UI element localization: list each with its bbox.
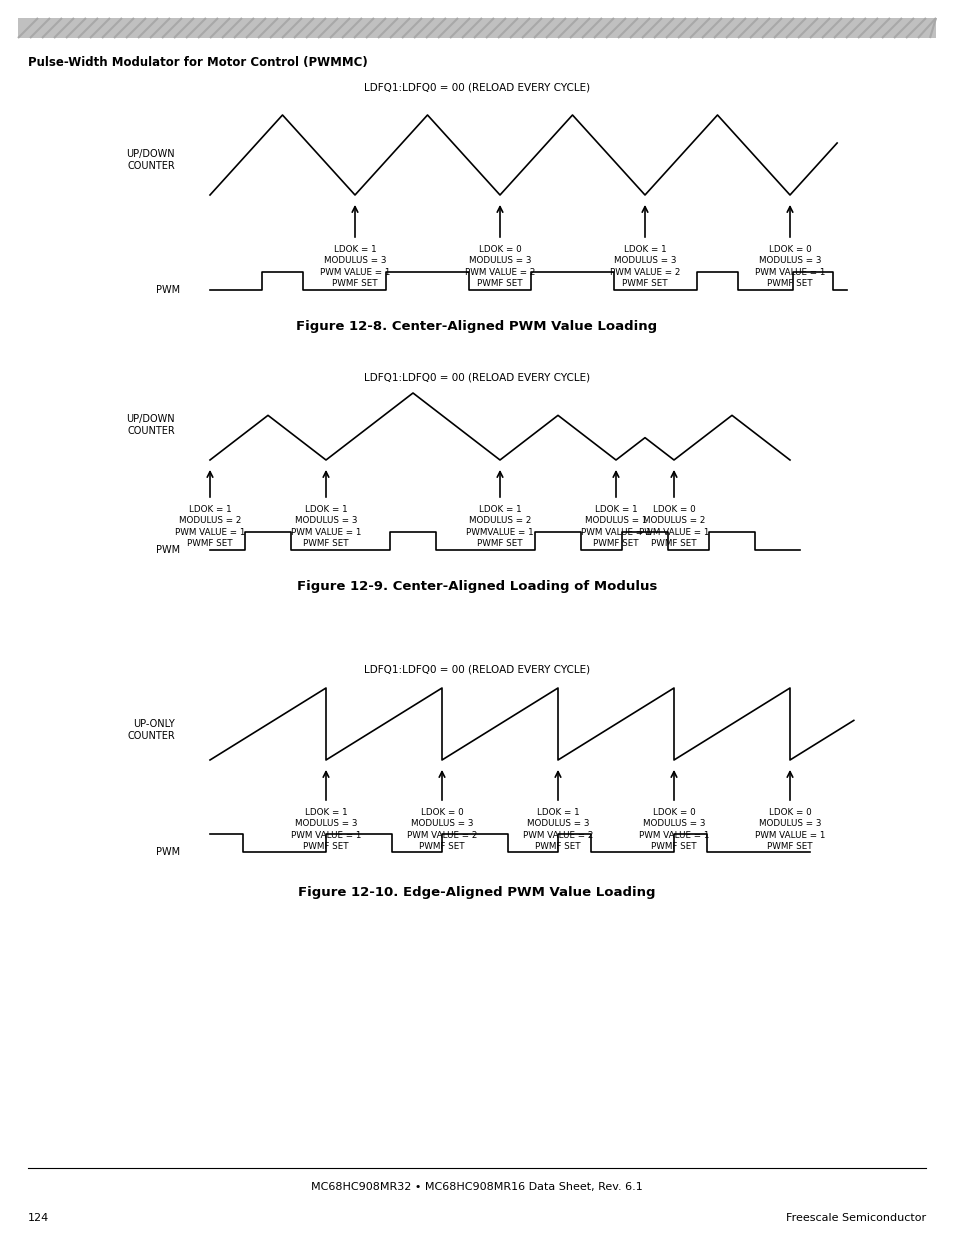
Text: LDOK = 0
MODULUS = 3
PWM VALUE = 1
PWMF SET: LDOK = 0 MODULUS = 3 PWM VALUE = 1 PWMF … xyxy=(754,245,824,288)
Text: LDFQ1:LDFQ0 = 00 (RELOAD EVERY CYCLE): LDFQ1:LDFQ0 = 00 (RELOAD EVERY CYCLE) xyxy=(363,82,590,91)
Text: UP/DOWN
COUNTER: UP/DOWN COUNTER xyxy=(126,414,174,436)
Text: LDOK = 1
MODULUS = 3
PWM VALUE = 2
PWMF SET: LDOK = 1 MODULUS = 3 PWM VALUE = 2 PWMF … xyxy=(522,808,593,851)
Text: LDOK = 1
MODULUS = 1
PWM VALUE = 1
PWMF SET: LDOK = 1 MODULUS = 1 PWM VALUE = 1 PWMF … xyxy=(580,505,651,548)
Text: LDOK = 1
MODULUS = 2
PWMVALUE = 1
PWMF SET: LDOK = 1 MODULUS = 2 PWMVALUE = 1 PWMF S… xyxy=(466,505,534,548)
Text: LDFQ1:LDFQ0 = 00 (RELOAD EVERY CYCLE): LDFQ1:LDFQ0 = 00 (RELOAD EVERY CYCLE) xyxy=(363,373,590,383)
Text: LDOK = 0
MODULUS = 3
PWM VALUE = 2
PWMF SET: LDOK = 0 MODULUS = 3 PWM VALUE = 2 PWMF … xyxy=(464,245,535,288)
Text: LDOK = 0
MODULUS = 3
PWM VALUE = 1
PWMF SET: LDOK = 0 MODULUS = 3 PWM VALUE = 1 PWMF … xyxy=(639,808,708,851)
Text: UP-ONLY
COUNTER: UP-ONLY COUNTER xyxy=(127,719,174,741)
Text: LDFQ1:LDFQ0 = 00 (RELOAD EVERY CYCLE): LDFQ1:LDFQ0 = 00 (RELOAD EVERY CYCLE) xyxy=(363,664,590,676)
Text: PWM: PWM xyxy=(155,545,180,555)
Text: Pulse-Width Modulator for Motor Control (PWMMC): Pulse-Width Modulator for Motor Control … xyxy=(28,56,367,69)
Text: Figure 12-8. Center-Aligned PWM Value Loading: Figure 12-8. Center-Aligned PWM Value Lo… xyxy=(296,320,657,333)
Text: LDOK = 1
MODULUS = 3
PWM VALUE = 2
PWMF SET: LDOK = 1 MODULUS = 3 PWM VALUE = 2 PWMF … xyxy=(609,245,679,288)
Text: PWM: PWM xyxy=(155,847,180,857)
Text: LDOK = 1
MODULUS = 3
PWM VALUE = 1
PWMF SET: LDOK = 1 MODULUS = 3 PWM VALUE = 1 PWMF … xyxy=(291,505,361,548)
Bar xyxy=(18,19,935,38)
Text: LDOK = 0
MODULUS = 3
PWM VALUE = 2
PWMF SET: LDOK = 0 MODULUS = 3 PWM VALUE = 2 PWMF … xyxy=(406,808,476,851)
Text: 124: 124 xyxy=(28,1213,50,1223)
Text: Freescale Semiconductor: Freescale Semiconductor xyxy=(785,1213,925,1223)
Text: LDOK = 0
MODULUS = 3
PWM VALUE = 1
PWMF SET: LDOK = 0 MODULUS = 3 PWM VALUE = 1 PWMF … xyxy=(754,808,824,851)
Text: LDOK = 1
MODULUS = 3
PWM VALUE = 1
PWMF SET: LDOK = 1 MODULUS = 3 PWM VALUE = 1 PWMF … xyxy=(291,808,361,851)
Text: PWM: PWM xyxy=(155,285,180,295)
Text: MC68HC908MR32 • MC68HC908MR16 Data Sheet, Rev. 6.1: MC68HC908MR32 • MC68HC908MR16 Data Sheet… xyxy=(311,1182,642,1192)
Text: LDOK = 1
MODULUS = 2
PWM VALUE = 1
PWMF SET: LDOK = 1 MODULUS = 2 PWM VALUE = 1 PWMF … xyxy=(174,505,245,548)
Text: UP/DOWN
COUNTER: UP/DOWN COUNTER xyxy=(126,148,174,172)
Text: Figure 12-10. Edge-Aligned PWM Value Loading: Figure 12-10. Edge-Aligned PWM Value Loa… xyxy=(298,885,655,899)
Text: LDOK = 0
MODULUS = 2
PWM VALUE = 1
PWMF SET: LDOK = 0 MODULUS = 2 PWM VALUE = 1 PWMF … xyxy=(639,505,708,548)
Text: Figure 12-9. Center-Aligned Loading of Modulus: Figure 12-9. Center-Aligned Loading of M… xyxy=(296,580,657,593)
Text: LDOK = 1
MODULUS = 3
PWM VALUE = 1
PWMF SET: LDOK = 1 MODULUS = 3 PWM VALUE = 1 PWMF … xyxy=(319,245,390,288)
